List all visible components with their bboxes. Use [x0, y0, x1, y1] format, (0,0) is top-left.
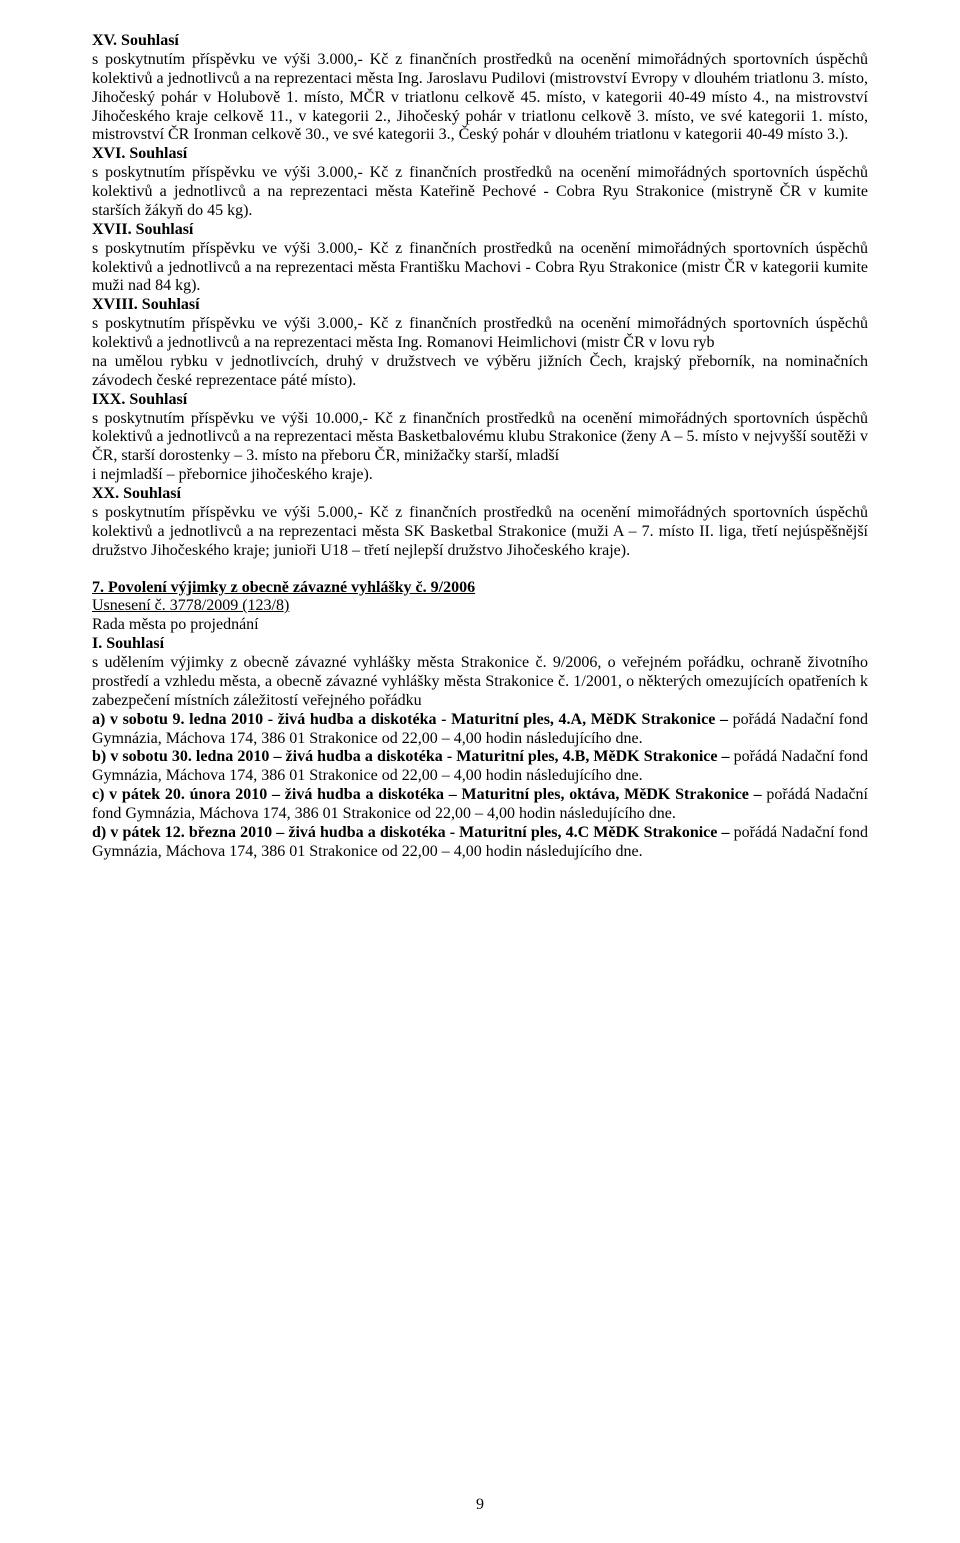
section-17-heading: XVII. Souhlasí: [92, 221, 868, 240]
page-number: 9: [0, 1496, 960, 1515]
document-page: XV. Souhlasí s poskytnutím příspěvku ve …: [0, 0, 960, 1543]
section-15-body: s poskytnutím příspěvku ve výši 3.000,- …: [92, 51, 868, 145]
section-i-intro: s udělením výjimky z obecně závazné vyhl…: [92, 654, 868, 711]
item-c-lead: c) v pátek 20. února 2010 – živá hudba a…: [92, 786, 766, 803]
item-a: a) v sobotu 9. ledna 2010 - živá hudba a…: [92, 711, 868, 749]
section-15-heading: XV. Souhlasí: [92, 32, 868, 51]
section-i-heading: I. Souhlasí: [92, 635, 868, 654]
resolution-number: Usnesení č. 3778/2009 (123/8): [92, 597, 868, 616]
item-b-lead: b) v sobotu 30. ledna 2010 – živá hudba …: [92, 748, 734, 765]
item-7-title: 7. Povolení výjimky z obecně závazné vyh…: [92, 579, 868, 598]
council-line: Rada města po projednání: [92, 616, 868, 635]
section-19-body-2: i nejmladší – přebornice jihočeského kra…: [92, 466, 868, 485]
section-18-heading: XVIII. Souhlasí: [92, 296, 868, 315]
section-18-body-2: na umělou rybku v jednotlivcích, druhý v…: [92, 353, 868, 391]
item-c: c) v pátek 20. února 2010 – živá hudba a…: [92, 786, 868, 824]
section-19-body-1: s poskytnutím příspěvku ve výši 10.000,-…: [92, 410, 868, 467]
item-d: d) v pátek 12. března 2010 – živá hudba …: [92, 824, 868, 862]
item-a-lead: a) v sobotu 9. ledna 2010 - živá hudba a…: [92, 711, 733, 728]
item-d-lead: d) v pátek 12. března 2010 – živá hudba …: [92, 824, 734, 841]
section-20-body: s poskytnutím příspěvku ve výši 5.000,- …: [92, 504, 868, 561]
section-20-heading: XX. Souhlasí: [92, 485, 868, 504]
section-17-body: s poskytnutím příspěvku ve výši 3.000,- …: [92, 240, 868, 297]
section-19-heading: IXX. Souhlasí: [92, 391, 868, 410]
section-16-heading: XVI. Souhlasí: [92, 145, 868, 164]
spacer: [92, 561, 868, 579]
section-18-body-1: s poskytnutím příspěvku ve výši 3.000,- …: [92, 315, 868, 353]
item-b: b) v sobotu 30. ledna 2010 – živá hudba …: [92, 748, 868, 786]
section-16-body: s poskytnutím příspěvku ve výši 3.000,- …: [92, 164, 868, 221]
